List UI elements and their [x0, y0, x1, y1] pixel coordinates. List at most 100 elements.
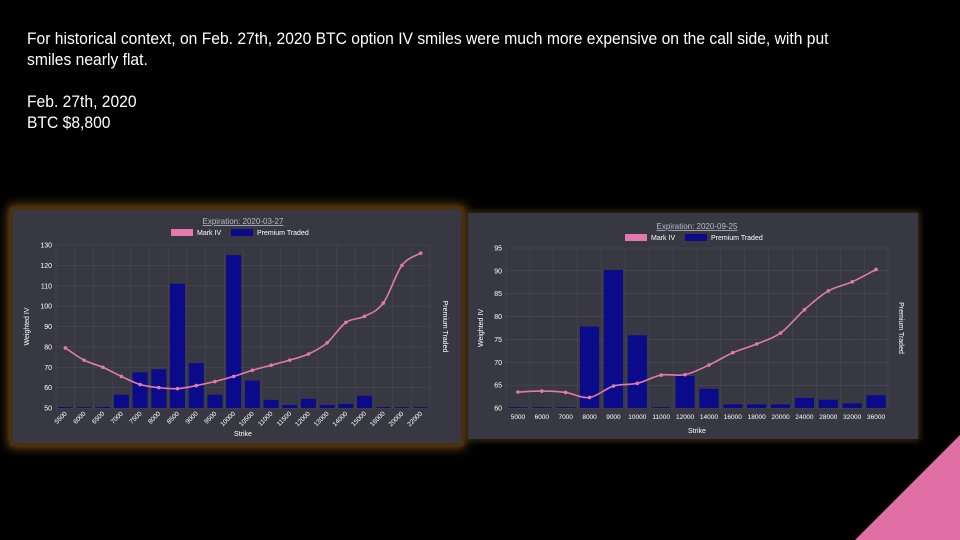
chart-title: Expiration: 2020-09-25	[657, 222, 738, 231]
x-tick-label: 6000	[535, 414, 550, 421]
mark-iv-line	[517, 268, 877, 399]
x-tick-label: 16000	[724, 414, 742, 421]
mark-iv-point-28000	[826, 289, 831, 293]
premium-bar-20000	[771, 404, 791, 408]
premium-bar-10000	[627, 335, 647, 408]
premium-bar-9500	[207, 394, 223, 408]
legend-swatch-mark-iv	[171, 229, 193, 236]
x-tick-label: 7500	[128, 410, 143, 425]
chart-left: Expiration: 2020-03-27 Mark IV Premium Tra…	[24, 217, 448, 438]
premium-bar-7000	[113, 394, 129, 408]
y-tick-label: 120	[40, 263, 52, 270]
x-tick-label: 7000	[110, 410, 125, 425]
x-tick-label: 12000	[676, 414, 694, 421]
x-tick-label: 9000	[606, 414, 621, 421]
mark-iv-point-10500	[250, 368, 255, 373]
y-tick-label: 50	[44, 406, 52, 413]
mark-iv-point-20000	[400, 263, 404, 268]
chart-panel-right: Expiration: 2020-09-25 Mark IV Premium Tra…	[468, 213, 918, 439]
y2-axis-label: Premium Traded	[441, 301, 448, 353]
mark-iv-point-14000	[707, 363, 711, 367]
mark-iv-point-6500	[100, 365, 105, 370]
legend-swatch-premium	[685, 234, 707, 241]
x-tick-label: 9000	[184, 410, 199, 425]
x-axis-label: Strike	[234, 431, 252, 438]
premium-bar-18000	[747, 404, 767, 408]
mark-iv-point-36000	[874, 267, 878, 272]
y-tick-label: 90	[44, 324, 52, 331]
x-tick-label: 13000	[313, 410, 331, 428]
y2-axis-label: Premium Traded	[897, 302, 904, 354]
mark-iv-point-12000	[683, 372, 687, 377]
x-tick-label: 8000	[582, 414, 597, 421]
y-axis-label: Weighted IV	[478, 309, 485, 347]
mark-iv-point-20000	[778, 331, 783, 335]
corner-decoration	[855, 435, 960, 540]
premium-bar-7500	[132, 372, 148, 408]
x-tick-label: 7000	[558, 414, 573, 421]
premium-bar-7000	[556, 407, 576, 408]
mark-iv-point-16000	[381, 301, 386, 305]
x-tick-label: 32000	[843, 414, 861, 421]
legend-label-premium: Premium Traded	[711, 235, 763, 242]
x-tick-label: 11500	[276, 410, 294, 428]
premium-bar-8000	[580, 326, 600, 408]
intro-price: BTC $8,800	[27, 113, 111, 132]
x-tick-label: 10000	[219, 410, 237, 428]
premium-bar-12000	[300, 398, 316, 408]
y-tick-label: 60	[44, 385, 52, 392]
mark-iv-point-9500	[213, 379, 217, 384]
mark-iv-point-22000	[418, 251, 423, 255]
y-tick-label: 80	[44, 344, 52, 351]
mark-iv-point-7500	[138, 382, 142, 387]
mark-iv-point-13000	[325, 341, 329, 345]
mark-iv-point-9000	[194, 383, 199, 388]
mark-iv-point-8000	[587, 395, 592, 400]
premium-bar-22000	[413, 407, 429, 408]
mark-iv-point-18000	[754, 342, 759, 346]
mark-iv-point-12000	[306, 352, 311, 356]
x-tick-label: 20000	[772, 414, 790, 421]
premium-bar-10000	[226, 255, 242, 408]
premium-bar-14000	[338, 403, 354, 408]
mark-iv-point-16000	[731, 350, 735, 355]
y-tick-label: 85	[494, 291, 502, 298]
x-tick-label: 15000	[350, 410, 368, 428]
y-tick-label: 70	[494, 360, 502, 367]
y-tick-label: 80	[494, 314, 502, 321]
x-tick-label: 8500	[166, 410, 181, 425]
legend-swatch-mark-iv	[625, 234, 647, 241]
y-tick-label: 95	[494, 246, 502, 253]
mark-iv-point-5000	[516, 390, 520, 394]
premium-bar-11000	[651, 407, 671, 408]
premium-bar-24000	[794, 397, 814, 408]
mark-iv-point-7000	[563, 390, 568, 395]
premium-bar-14000	[699, 388, 719, 408]
legend-label-premium: Premium Traded	[257, 230, 309, 237]
mark-iv-point-10000	[635, 381, 640, 386]
premium-bar-13000	[319, 404, 335, 408]
premium-bar-16000	[375, 406, 391, 408]
x-tick-label: 24000	[795, 414, 813, 421]
premium-bar-5500	[57, 406, 73, 408]
x-tick-label: 9500	[203, 410, 218, 425]
premium-bar-5000	[508, 407, 528, 408]
premium-bar-6000	[76, 407, 92, 408]
premium-bar-11500	[282, 404, 298, 408]
legend-label-mark-iv: Mark IV	[651, 235, 675, 242]
y-tick-label: 110	[41, 283, 52, 290]
x-tick-label: 20000	[388, 410, 406, 428]
mark-iv-point-8000	[157, 385, 161, 390]
chart-panel-left: Expiration: 2020-03-27 Mark IV Premium Tra…	[13, 210, 461, 443]
mark-iv-point-5500	[63, 346, 68, 350]
premium-bar-9000	[603, 269, 623, 408]
legend-label-mark-iv: Mark IV	[197, 230, 221, 237]
mark-iv-point-7000	[119, 374, 124, 379]
x-tick-label: 6000	[72, 410, 87, 425]
mark-iv-point-15000	[362, 314, 367, 319]
x-tick-label: 10500	[238, 410, 256, 428]
x-tick-label: 22000	[406, 410, 424, 428]
y-axis-label: Weighted IV	[24, 307, 31, 345]
x-tick-label: 11000	[652, 414, 670, 421]
premium-bar-15000	[357, 395, 373, 408]
